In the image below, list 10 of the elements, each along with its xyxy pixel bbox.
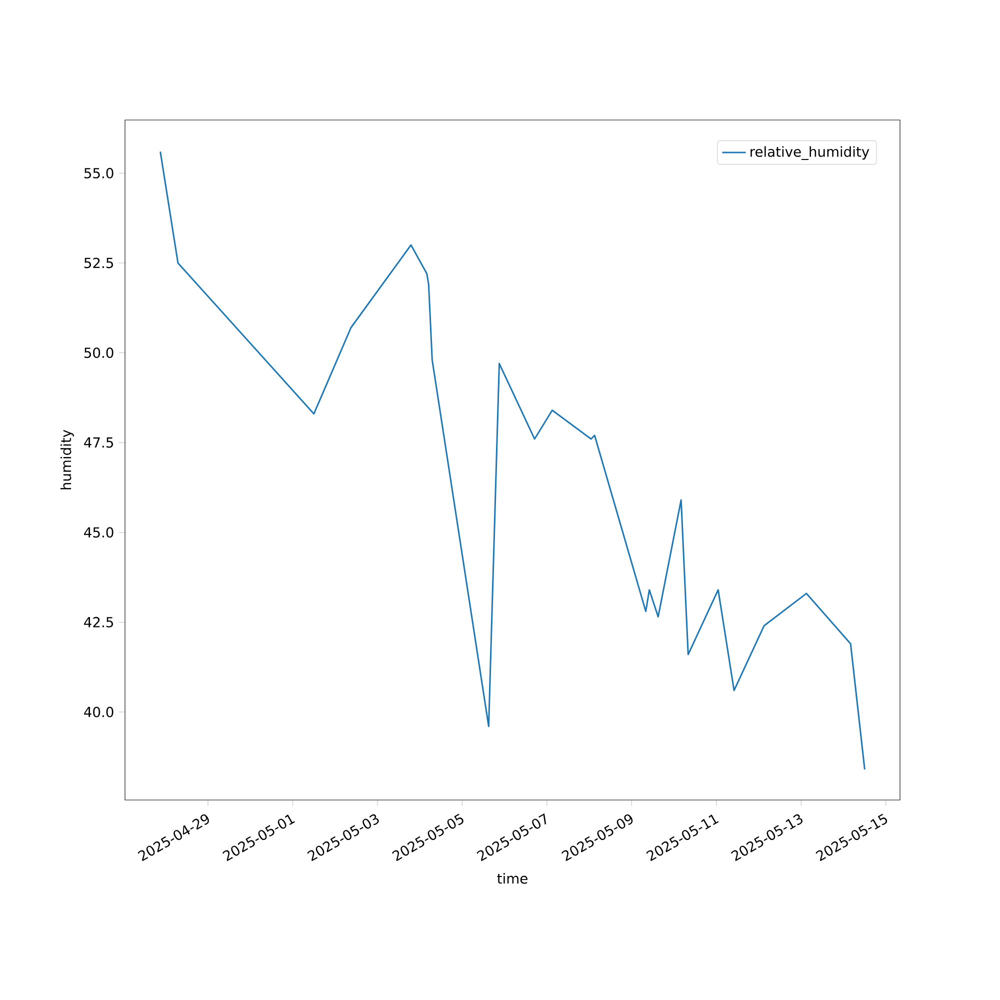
- y-tick-label: 50.0: [84, 348, 114, 358]
- y-tick-label: 45.0: [84, 527, 114, 538]
- y-tick-label: 55.0: [84, 168, 114, 178]
- legend-label: relative_humidity: [750, 146, 870, 160]
- y-tick-label: 47.5: [84, 437, 113, 448]
- y-tick-label: 42.5: [84, 616, 113, 628]
- y-tick-label: 40.0: [84, 706, 114, 718]
- y-tick-label: 52.5: [84, 258, 113, 268]
- x-axis-title: time: [497, 873, 528, 884]
- y-axis-title: humidity: [60, 430, 74, 490]
